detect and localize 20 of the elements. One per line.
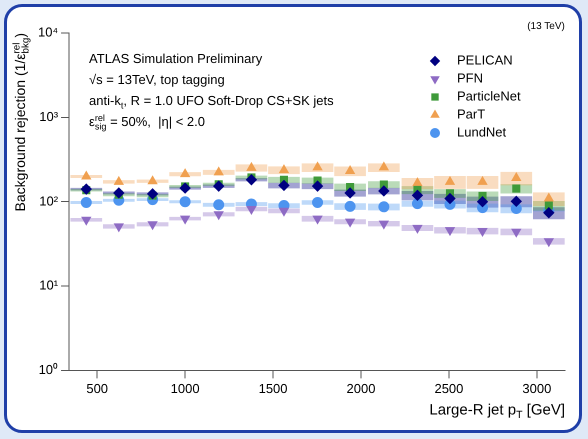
- annotation: ATLAS Simulation Preliminary: [89, 51, 263, 66]
- x-tick-label: 2500: [434, 380, 464, 396]
- x-tick-label: 1000: [170, 380, 200, 396]
- x-tick-label: 1500: [258, 380, 288, 396]
- x-tick-label: 500: [86, 380, 108, 396]
- y-tick-label: 10³: [39, 108, 59, 124]
- legend-label: ParticleNet: [457, 88, 521, 104]
- y-tick-label: 10¹: [39, 278, 59, 293]
- y-tick-label: 10⁴: [38, 24, 58, 40]
- y-tick-label: 10²: [39, 193, 59, 208]
- y-tick-label: 10⁰: [38, 362, 58, 377]
- legend-label: ParT: [457, 106, 486, 122]
- x-tick-label: 3000: [522, 380, 552, 396]
- y-axis-title: Background rejection (1/εrelbkg): [11, 32, 32, 212]
- x-tick-label: 2000: [346, 380, 376, 396]
- legend-label: PELICAN: [457, 52, 513, 68]
- legend-label: PFN: [457, 70, 483, 86]
- legend-label: LundNet: [457, 124, 507, 140]
- text: (13 TeV): [527, 21, 565, 32]
- annotation: √s = 13TeV, top tagging: [89, 72, 225, 87]
